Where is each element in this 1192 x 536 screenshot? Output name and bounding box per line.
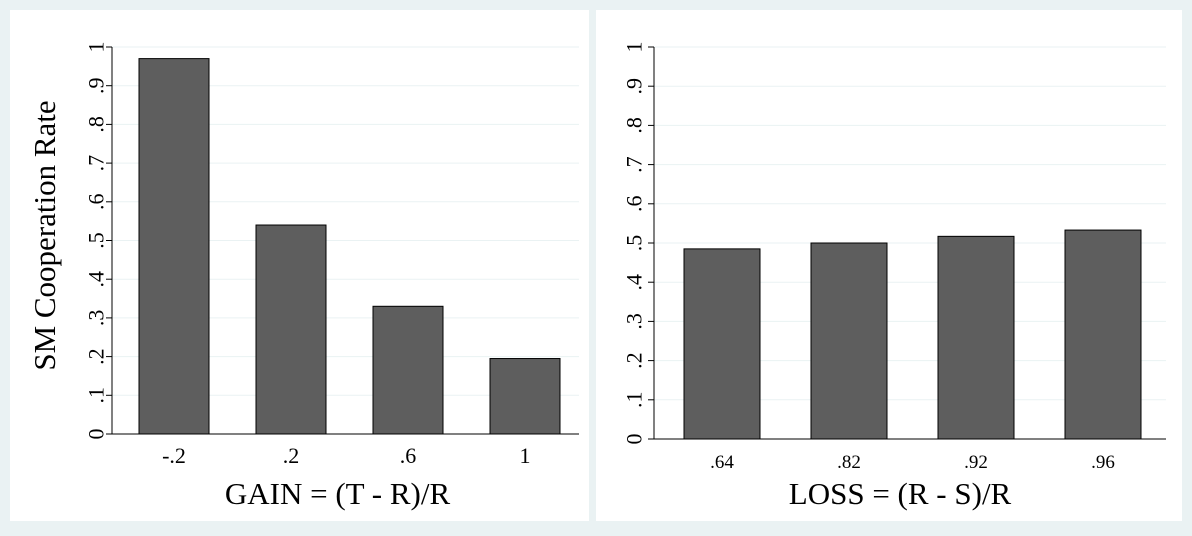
- x-tick-label: .82: [837, 452, 861, 473]
- y-tick-label: .3: [84, 310, 109, 327]
- x-tick-label: -.2: [162, 443, 186, 468]
- x-tick-label: .92: [964, 452, 988, 473]
- x-tick-label: 1: [520, 443, 531, 468]
- y-tick-label: .7: [622, 156, 647, 173]
- y-tick-label: .4: [622, 274, 647, 291]
- y-tick-label: .8: [84, 116, 109, 132]
- y-tick-label: .5: [84, 232, 109, 249]
- y-tick-label: .2: [84, 348, 109, 365]
- y-tick-label: .8: [622, 117, 647, 133]
- x-axis-title: LOSS = (R - S)/R: [789, 476, 1012, 511]
- bar--.2: [138, 58, 210, 435]
- bar-.92: [937, 235, 1015, 440]
- y-tick-label: .6: [84, 194, 109, 211]
- x-tick-label: .64: [710, 452, 734, 473]
- y-tick-label: .3: [622, 313, 647, 330]
- y-tick-label: 0: [84, 429, 109, 440]
- y-tick-label: .6: [622, 196, 647, 213]
- bar-1: [489, 358, 561, 435]
- y-tick-label: 1: [622, 42, 647, 53]
- y-tick-label: .9: [84, 77, 109, 94]
- y-tick-label: 1: [84, 42, 109, 53]
- x-tick-label: .6: [400, 443, 417, 468]
- x-tick-label: .96: [1091, 452, 1115, 473]
- x-axis-title: GAIN = (T - R)/R: [225, 476, 451, 511]
- y-tick-label: .7: [84, 155, 109, 172]
- y-tick-label: .5: [622, 235, 647, 252]
- bar-.6: [372, 305, 444, 435]
- y-axis-title: SM Cooperation Rate: [27, 100, 62, 370]
- x-tick-label: .2: [283, 443, 300, 468]
- bar-.2: [255, 224, 327, 435]
- chart-panel-1: 0 .1 .2 .3 .4 .5 .6 .7 .8 .9 1 -.2 .2 .6 1 GAIN = (T - …: [10, 10, 589, 521]
- bar-.82: [810, 242, 888, 440]
- bar-.64: [683, 248, 761, 440]
- y-tick-label: .2: [622, 352, 647, 369]
- y-tick-label: .1: [622, 392, 647, 409]
- y-tick-label: 0: [622, 434, 647, 445]
- y-tick-label: .9: [622, 78, 647, 95]
- bar-.96: [1064, 229, 1142, 440]
- chart-panel-2: 0 .1 .2 .3 .4 .5 .6 .7 .8 .9 1 .64 .82 .92 .96 LOSS = (…: [596, 10, 1182, 521]
- y-tick-label: .4: [84, 271, 109, 288]
- y-tick-label: .1: [84, 387, 109, 404]
